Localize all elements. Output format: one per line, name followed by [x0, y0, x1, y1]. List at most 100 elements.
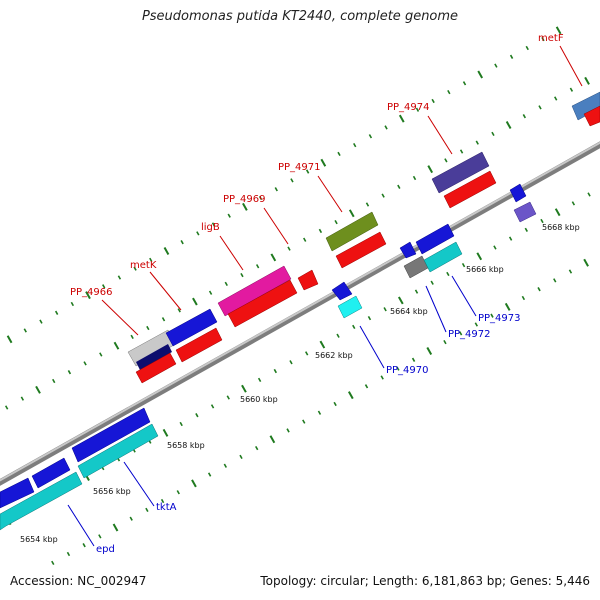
tick-label: 5660 kbp	[240, 395, 278, 404]
tick-mark	[160, 498, 165, 504]
gene-label[interactable]: tktA	[156, 502, 177, 513]
tick-mark	[411, 357, 416, 362]
gene-feature-pp4970-cyan[interactable]	[337, 295, 363, 319]
tick-mark	[509, 54, 514, 59]
tick-mark	[6, 335, 13, 344]
gene-feature-cyan-1[interactable]	[0, 471, 83, 531]
tick-mark	[241, 384, 247, 393]
gene-feature-tkta[interactable]	[71, 407, 151, 463]
gene-feature-pp4970-blue[interactable]	[331, 281, 353, 301]
tick-mark	[522, 114, 527, 119]
tick-mark	[334, 219, 338, 225]
tick-mark	[208, 290, 213, 295]
tick-mark	[67, 370, 72, 375]
tick-mark	[305, 169, 310, 174]
tick-mark	[146, 325, 150, 331]
gene-feature-pp4972-blue[interactable]	[399, 241, 417, 259]
gene-feature-ligb[interactable]	[217, 265, 292, 317]
accession-text: Accession: NC_002947	[10, 574, 147, 588]
gene-feature-epd-a[interactable]	[0, 477, 35, 509]
gene-feature-metk[interactable]	[165, 308, 218, 347]
tick-mark	[149, 257, 153, 262]
gene-label[interactable]: PP_4969	[223, 194, 266, 205]
tick-mark	[319, 340, 326, 349]
tick-mark	[446, 271, 450, 277]
tick-mark	[4, 405, 9, 410]
gene-feature-red-3[interactable]	[227, 279, 298, 328]
gene-feature-blue-far[interactable]	[509, 183, 527, 203]
tick-mark	[258, 195, 263, 201]
genome-backbone	[0, 141, 600, 486]
tick-mark	[287, 246, 291, 251]
gene-label[interactable]: PP_4972	[448, 329, 491, 340]
tick-mark	[176, 490, 180, 495]
tick-mark	[305, 351, 309, 356]
tick-mark	[444, 158, 448, 163]
gene-label[interactable]: metF	[538, 33, 564, 44]
gene-feature-red-1[interactable]	[135, 352, 177, 384]
gene-feature-pp4973-blue[interactable]	[415, 223, 455, 255]
gene-feature-red-5[interactable]	[335, 231, 387, 269]
gene-labels: PP_4966 metK ligB PP_4969 PP_4971 PP_497…	[70, 33, 564, 555]
gene-label[interactable]: PP_4970	[386, 365, 429, 376]
tick-mark	[210, 404, 215, 409]
tick-mark	[227, 213, 231, 218]
tick-mark	[524, 227, 528, 232]
gene-feature-epd-b[interactable]	[31, 457, 71, 489]
gene-feature-pp4972-gray[interactable]	[403, 255, 429, 279]
gene-label[interactable]: PP_4966	[70, 287, 113, 298]
tick-labels: 5654 kbp 5656 kbp 5658 kbp 5660 kbp 5662…	[20, 223, 580, 544]
tick-mark	[70, 301, 75, 307]
gene-label[interactable]: metK	[130, 260, 157, 271]
tick-mark	[320, 158, 327, 167]
tick-mark	[318, 228, 323, 234]
map-title: Pseudomonas putida KT2440, complete geno…	[141, 9, 459, 24]
tick-mark	[255, 445, 259, 451]
tick-mark	[427, 165, 434, 174]
tick-mark	[20, 396, 25, 401]
gene-callouts	[67, 45, 583, 547]
gene-feature-pp4971[interactable]	[325, 211, 379, 252]
gene-label[interactable]: epd	[96, 544, 115, 555]
tick-mark	[180, 240, 184, 245]
gene-label[interactable]: PP_4971	[278, 162, 321, 173]
tick-mark	[397, 184, 401, 189]
gene-feature-red-6[interactable]	[443, 170, 497, 209]
tick-mark	[381, 193, 385, 198]
tick-mark	[207, 472, 212, 477]
tick-mark	[459, 149, 464, 154]
tick-mark	[255, 264, 260, 269]
tick-mark	[554, 208, 561, 217]
gene-feature-violet[interactable]	[513, 201, 537, 223]
gene-label[interactable]: PP_4974	[387, 102, 430, 113]
tick-mark	[430, 280, 434, 285]
tick-mark	[179, 421, 183, 427]
tick-mark	[337, 151, 341, 157]
gene-feature-pp4973-cyan[interactable]	[423, 241, 463, 273]
tick-mark	[397, 296, 404, 305]
tick-mark	[571, 201, 576, 206]
gene-feature-red-7[interactable]	[583, 105, 600, 127]
tick-mark	[491, 131, 495, 136]
tick-mark	[270, 253, 277, 262]
tick-mark	[161, 317, 166, 322]
gene-feature-metf[interactable]	[571, 91, 600, 121]
tick-mark	[257, 377, 262, 383]
tick-mark	[303, 237, 307, 242]
tick-mark	[380, 375, 384, 380]
tick-mark	[412, 175, 417, 181]
tick-mark	[35, 385, 41, 394]
tick-mark	[223, 463, 227, 468]
gene-feature-red-2[interactable]	[175, 327, 223, 363]
tick-mark	[554, 96, 558, 101]
gene-feature-red-4[interactable]	[297, 269, 319, 291]
gene-feature-pp4966-dark[interactable]	[136, 344, 172, 370]
gene-feature-pp4974[interactable]	[431, 151, 490, 194]
gene-label[interactable]: PP_4973	[478, 313, 521, 324]
tick-mark	[477, 70, 484, 79]
tick-label: 5658 kbp	[167, 441, 205, 450]
tick-mark	[82, 543, 86, 548]
gene-label[interactable]: ligB	[201, 222, 220, 233]
gene-feature-cyan-2[interactable]	[77, 423, 159, 479]
tick-mark	[525, 45, 529, 51]
